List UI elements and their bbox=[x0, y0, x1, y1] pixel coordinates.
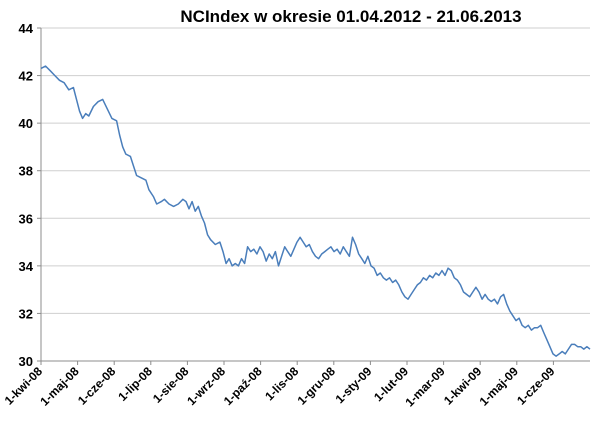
gridlines bbox=[41, 27, 590, 314]
x-tick-label: 1-lip-08 bbox=[115, 364, 155, 404]
y-tick-label: 30 bbox=[19, 354, 33, 369]
y-tick-label: 34 bbox=[19, 259, 34, 274]
x-tick-label: 1-gru-08 bbox=[295, 364, 339, 408]
x-tick-label: 1-cze-08 bbox=[75, 364, 119, 408]
x-tick-label: 1-maj-08 bbox=[37, 364, 82, 409]
series-line bbox=[40, 65, 591, 357]
y-axis-ticks: 30 32 34 36 38 40 42 44 bbox=[19, 21, 41, 369]
x-tick-label: 1-maj-09 bbox=[477, 364, 522, 409]
x-tick-label: 1-mar-09 bbox=[402, 364, 448, 410]
y-tick-label: 40 bbox=[19, 116, 33, 131]
chart-title: NCIndex w okresie 01.04.2012 - 21.06.201… bbox=[180, 7, 521, 26]
x-tick-label: 1-cze-09 bbox=[514, 364, 558, 408]
y-tick-label: 32 bbox=[19, 306, 33, 321]
y-tick-label: 36 bbox=[19, 211, 33, 226]
y-tick-label: 42 bbox=[19, 69, 33, 84]
x-tick-label: 1-paź-08 bbox=[221, 364, 265, 408]
y-tick-label: 38 bbox=[19, 164, 33, 179]
x-tick-label: 1-sty-09 bbox=[333, 364, 375, 406]
y-tick-label: 44 bbox=[19, 21, 34, 36]
x-tick-label: 1-wrz-08 bbox=[184, 364, 228, 408]
x-axis-ticks: 1-kwi-081-maj-081-cze-081-lip-081-sie-08… bbox=[2, 361, 558, 409]
